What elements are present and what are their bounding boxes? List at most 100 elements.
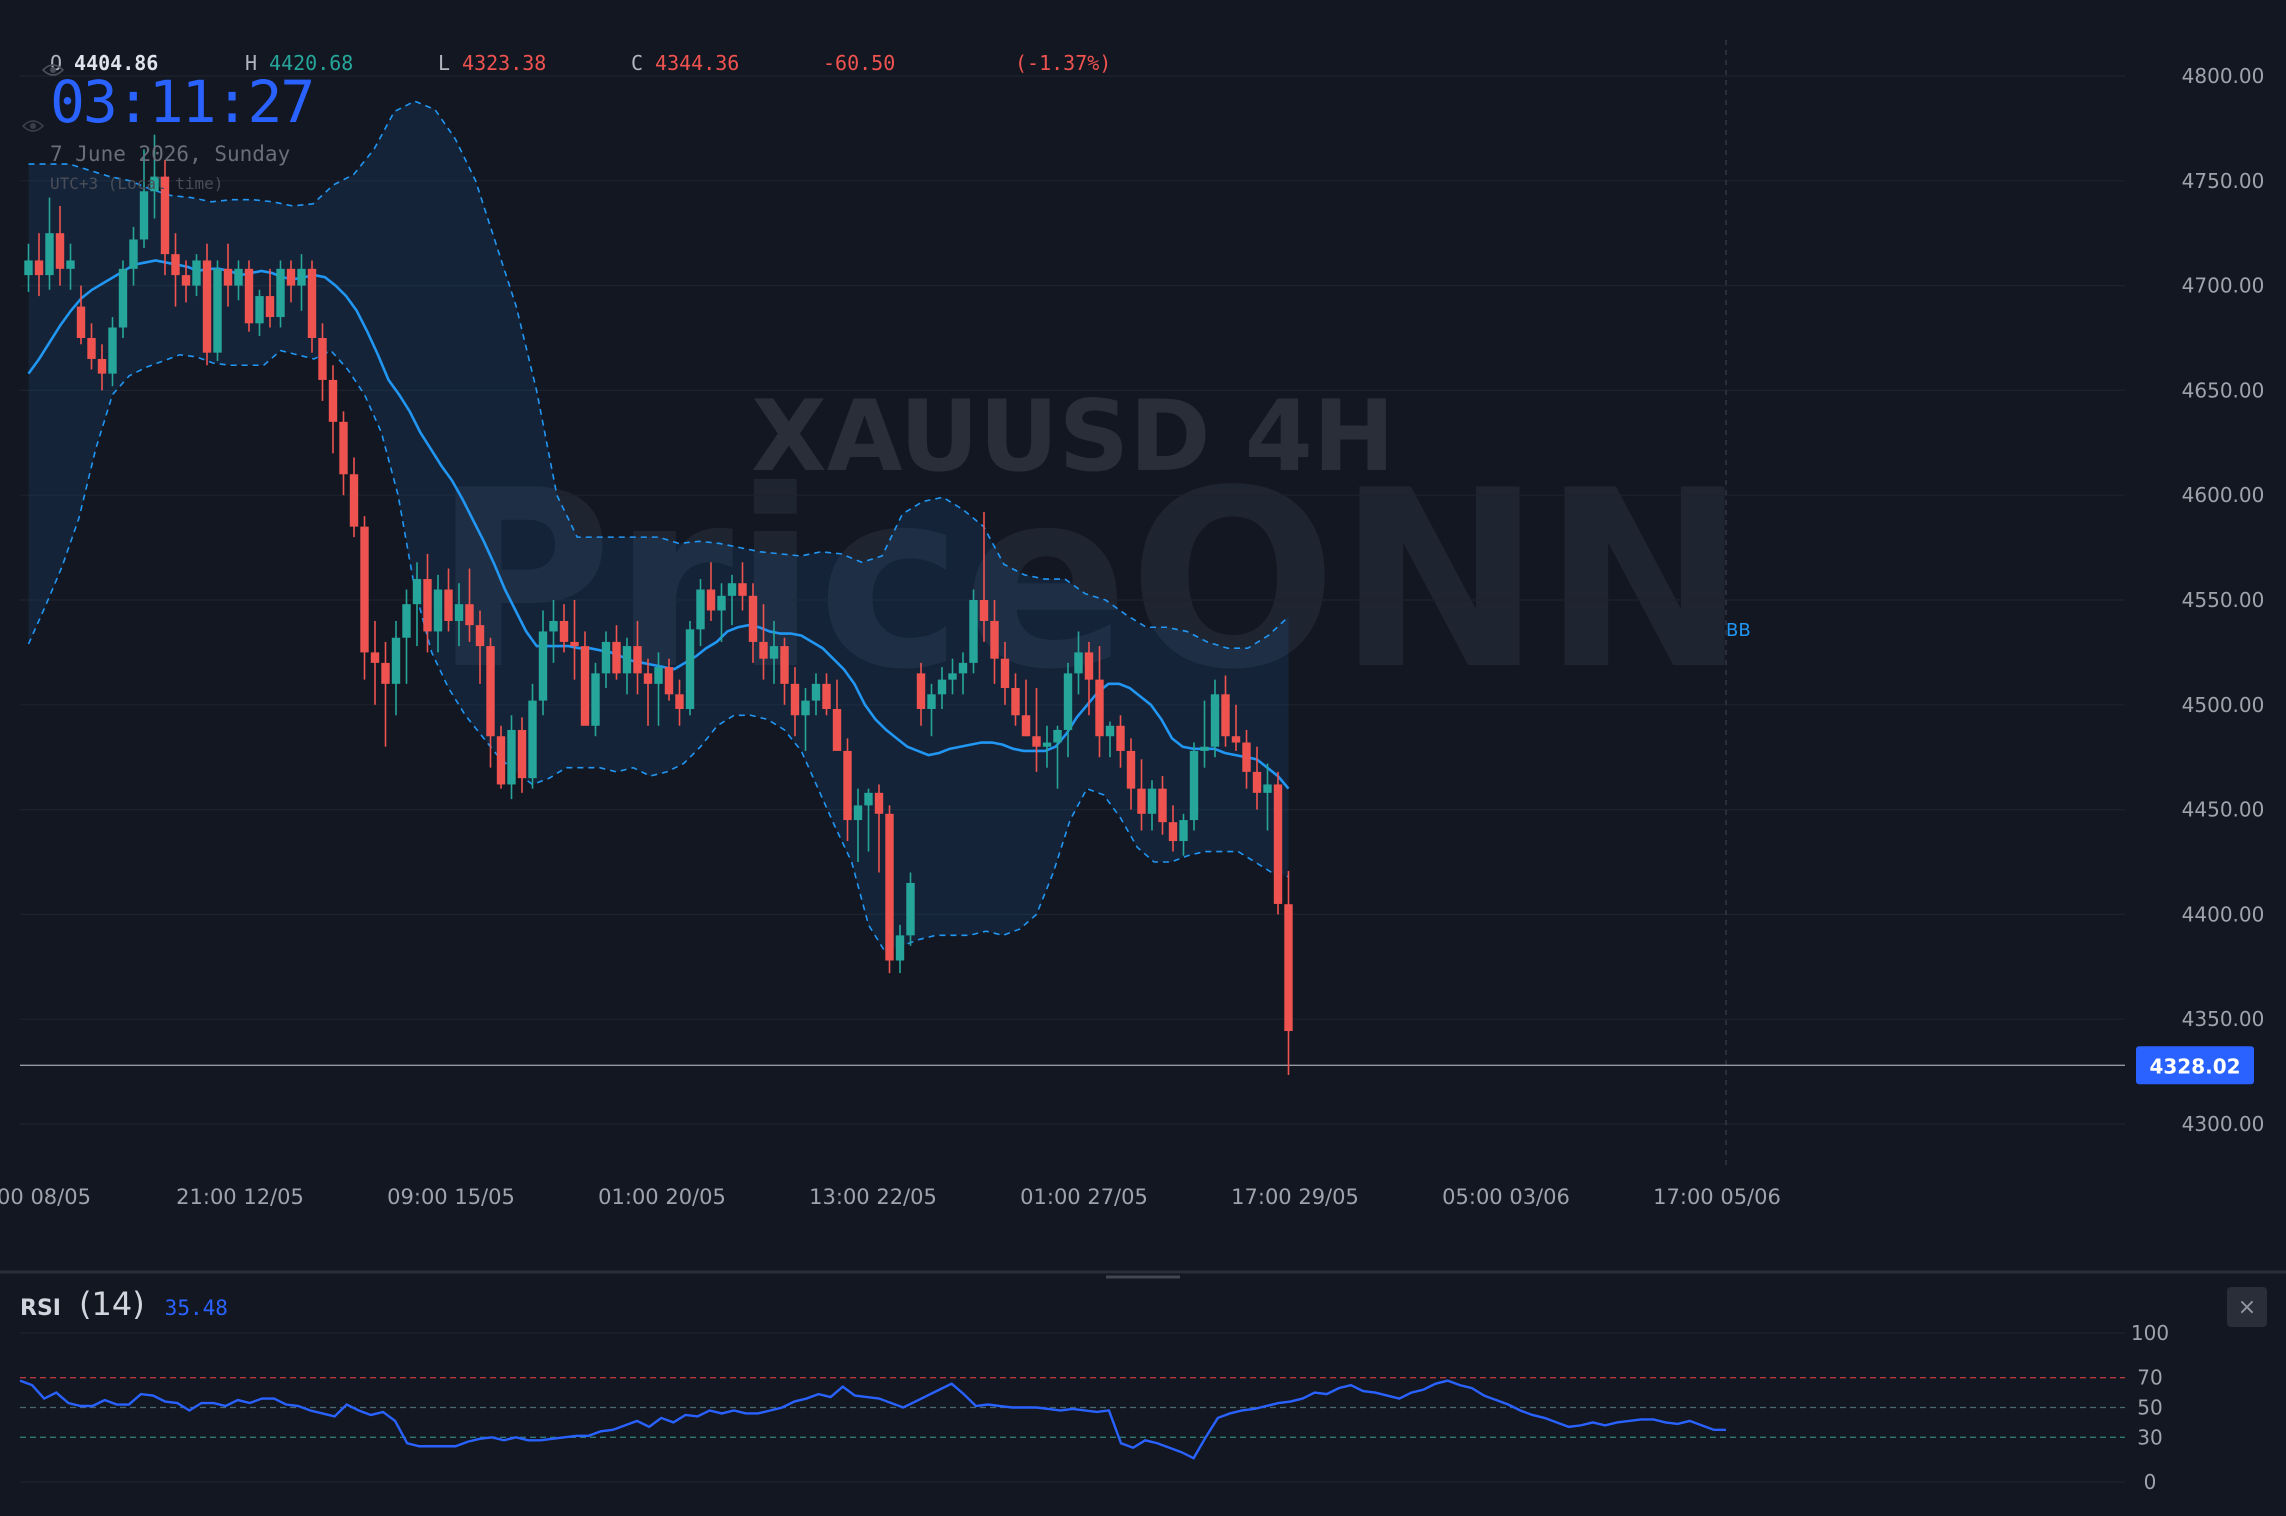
candle-body [1147, 788, 1157, 814]
candle-body [1284, 904, 1293, 1032]
candle-body [948, 673, 957, 680]
close-icon[interactable]: × [2227, 1287, 2267, 1327]
rsi-tick-label: 0 [2144, 1470, 2157, 1494]
candle-body [549, 620, 558, 632]
close-value: 4344.36 [655, 51, 740, 75]
candle-body [412, 579, 422, 605]
candle-body [328, 379, 338, 422]
candle-body [759, 641, 768, 659]
candle-body [34, 260, 44, 276]
candle-body [769, 646, 779, 659]
x-tick-label: 01:00 27/05 [1020, 1185, 1148, 1209]
candle-body [129, 239, 138, 269]
candle-body [1116, 725, 1125, 751]
x-tick-label: 05:00 03/06 [1442, 1185, 1570, 1209]
rsi-period: (14) [78, 1285, 145, 1323]
candle-body [160, 176, 170, 255]
candle-body [528, 700, 537, 779]
price-axis[interactable]: 4800.00 4750.00 4700.00 4650.00 4600.00 4550.… [2136, 64, 2264, 1136]
x-tick-label: 17:00 29/05 [1231, 1185, 1359, 1209]
candle-body [895, 935, 905, 961]
candle-body [118, 268, 128, 328]
candle-body [45, 233, 54, 276]
candle-body [24, 260, 33, 276]
symbol-watermark: XAUUSD 4H [751, 380, 1395, 494]
candle-body [927, 694, 936, 709]
candle-body [1189, 750, 1199, 821]
candle-body [864, 792, 873, 806]
candle-body [1231, 736, 1241, 743]
candle-body [465, 604, 474, 626]
y-tick-label: 4500.00 [2182, 693, 2265, 717]
candle-body [990, 620, 999, 659]
y-tick-label: 4750.00 [2182, 169, 2265, 193]
eye-icon[interactable] [21, 118, 45, 132]
candle-body [265, 296, 275, 318]
y-tick-label: 4350.00 [2182, 1007, 2265, 1031]
candle-body [255, 296, 264, 324]
candle-body [1105, 725, 1115, 737]
eye-icon[interactable] [41, 58, 65, 76]
candle-body [276, 268, 285, 318]
candle-body [1074, 652, 1083, 674]
candle-body [1200, 746, 1209, 751]
candle-body [853, 805, 863, 821]
low-value: 4323.38 [462, 51, 547, 75]
y-tick-label: 4450.00 [2182, 798, 2265, 822]
candle-body [307, 268, 317, 338]
candle-body [234, 268, 243, 286]
candle-body [969, 600, 978, 663]
candle-body [1137, 788, 1146, 814]
x-tick-label: 09:00 15/05 [387, 1185, 515, 1209]
x-tick-label: 00 08/05 [0, 1185, 91, 1209]
change-value: -60.50 [823, 51, 896, 75]
candle-body [139, 191, 149, 240]
candle-body [717, 595, 726, 611]
change-percent: (-1.37%) [1015, 51, 1112, 75]
candle-body [675, 694, 684, 709]
candle-body [790, 683, 800, 716]
candle-body [937, 679, 947, 695]
y-tick-label: 4650.00 [2182, 378, 2265, 402]
candle-body [1042, 742, 1052, 747]
time-axis[interactable]: 00 08/05 21:00 12/05 09:00 15/05 01:00 20/0… [0, 1185, 1781, 1209]
x-tick-label: 01:00 20/05 [598, 1185, 726, 1209]
candle-body [538, 631, 548, 701]
candle-body [454, 604, 464, 621]
candle-body [381, 662, 390, 684]
clock-date: 7 June 2026, Sunday [50, 142, 291, 166]
rsi-tick-label: 50 [2137, 1396, 2162, 1420]
candle-body [916, 673, 926, 709]
candle-body [1063, 673, 1073, 730]
candle-body [517, 729, 527, 779]
candle-body [423, 579, 432, 632]
candle-body [244, 268, 254, 324]
candle-body [1095, 679, 1104, 737]
ohlc-legend: O 4404.86 H 4420.68 L 4323.38 C 4344.36 -60.… [20, 48, 1111, 78]
candle-body [391, 637, 401, 684]
rsi-tick-label: 70 [2137, 1366, 2162, 1390]
x-tick-label: 13:00 22/05 [809, 1185, 937, 1209]
candle-body [507, 729, 516, 785]
candle-body [1084, 652, 1094, 680]
high-value: 4420.68 [269, 51, 354, 75]
candle-body [202, 260, 212, 353]
candle-body [811, 683, 821, 701]
candle-body [370, 652, 380, 663]
candle-body [108, 327, 117, 374]
candle-body [1273, 784, 1283, 904]
candle-body [874, 792, 884, 814]
candle-body [87, 338, 96, 359]
candle-body [1000, 658, 1010, 689]
bb-label: BB [1726, 620, 1751, 641]
candle-body [633, 646, 642, 674]
y-tick-label: 4700.00 [2182, 274, 2265, 298]
candle-body [612, 641, 621, 674]
candle-body [1126, 750, 1136, 789]
candle-body [297, 268, 306, 286]
y-tick-label: 4550.00 [2182, 588, 2265, 612]
candle-body [654, 667, 663, 684]
rsi-header: RSI (14) 35.48 [20, 1285, 228, 1323]
rsi-tick-label: 100 [2131, 1321, 2169, 1345]
